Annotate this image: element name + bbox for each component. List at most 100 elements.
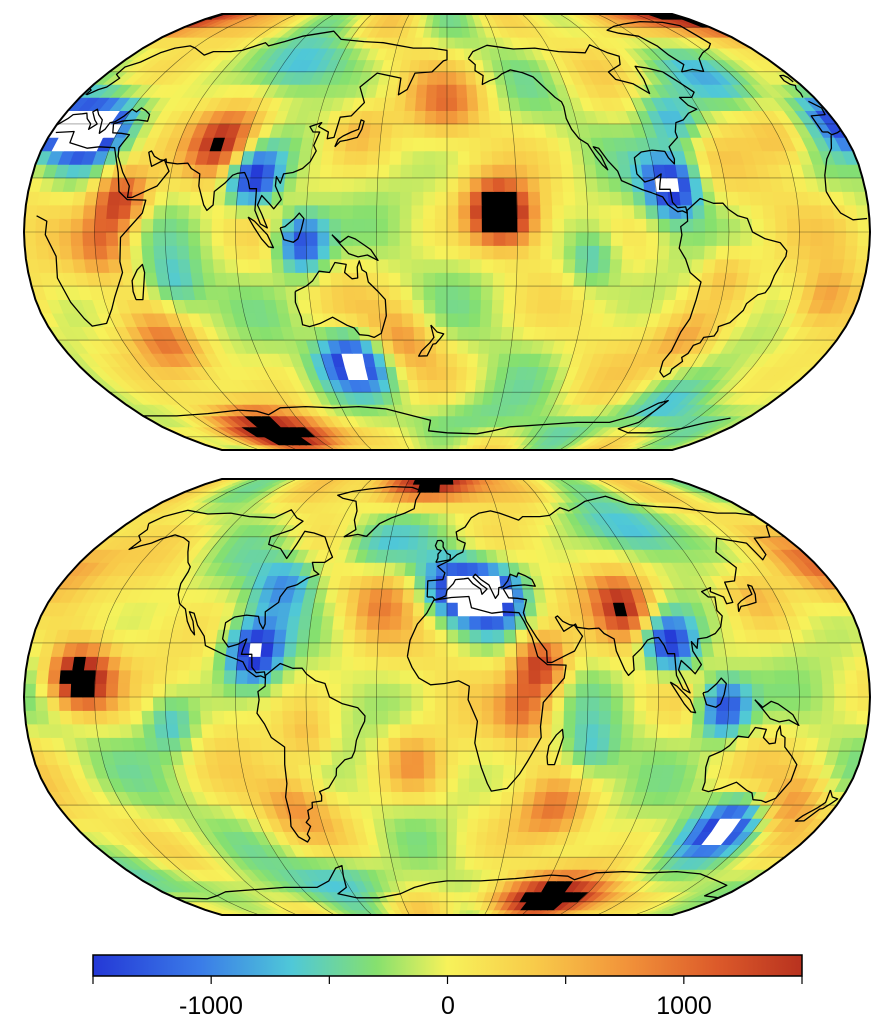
field-cell	[364, 683, 378, 698]
field-cell	[152, 231, 166, 246]
field-cell	[154, 723, 169, 738]
field-cell	[570, 764, 585, 779]
field-cell	[585, 272, 599, 287]
field-cell	[446, 299, 459, 314]
field-cell	[332, 615, 346, 630]
field-cell	[679, 656, 694, 671]
field-cell	[212, 656, 227, 671]
field-cell	[330, 272, 344, 287]
field-cell	[456, 97, 469, 111]
field-cell	[491, 764, 505, 779]
field-cell	[317, 204, 331, 219]
field-cell	[505, 696, 518, 711]
field-cell	[400, 642, 413, 657]
field-cell	[748, 258, 764, 273]
field-cell	[454, 512, 466, 526]
field-cell	[423, 163, 437, 179]
field-cell	[405, 366, 419, 381]
field-cell	[105, 683, 119, 698]
field-cell	[411, 177, 425, 192]
field-cell	[409, 391, 421, 405]
field-cell	[540, 669, 554, 684]
field-cell	[775, 218, 789, 233]
field-cell	[446, 177, 460, 192]
field-cell	[411, 245, 425, 260]
field-cell	[270, 231, 284, 246]
field-cell	[715, 245, 730, 260]
field-cell	[318, 737, 333, 752]
field-cell	[367, 777, 381, 792]
field-cell	[564, 14, 582, 20]
field-cell	[59, 710, 74, 725]
field-cell	[388, 737, 402, 752]
field-cell	[535, 136, 549, 152]
field-cell	[857, 218, 870, 233]
field-cell	[490, 312, 504, 328]
field-cell	[772, 191, 787, 206]
field-cell	[388, 177, 402, 192]
field-cell	[164, 218, 178, 233]
field-cell	[412, 14, 423, 20]
field-cell	[202, 177, 217, 192]
field-cell	[429, 36, 440, 49]
field-cell	[785, 204, 800, 219]
field-cell	[400, 764, 414, 779]
field-cell	[586, 710, 600, 725]
field-cell	[657, 710, 671, 725]
field-cell	[573, 737, 588, 752]
field-cell	[250, 750, 265, 765]
field-cell	[405, 84, 419, 98]
field-cell	[528, 710, 542, 725]
field-cell	[423, 750, 437, 765]
field-cell	[562, 258, 577, 273]
field-cell	[480, 629, 494, 644]
field-cell	[308, 163, 322, 179]
field-cell	[306, 258, 320, 273]
field-cell	[446, 588, 459, 603]
field-cell	[329, 204, 343, 219]
field-cell	[223, 218, 237, 233]
field-cell	[585, 737, 599, 752]
field-cell	[505, 669, 518, 684]
field-cell	[403, 339, 416, 354]
field-cell	[282, 191, 297, 206]
field-cell	[560, 285, 575, 301]
field-cell	[423, 231, 436, 246]
field-cell	[536, 764, 551, 779]
field-cell	[467, 804, 480, 819]
field-cell	[331, 14, 349, 20]
field-cell	[227, 629, 242, 644]
field-cell	[511, 326, 525, 341]
field-cell	[294, 245, 308, 260]
field-cell	[539, 191, 553, 206]
field-cell	[704, 696, 718, 711]
field-cell	[832, 669, 847, 684]
field-cell	[552, 231, 565, 246]
field-cell	[435, 804, 448, 819]
field-cell	[810, 231, 824, 246]
field-cell	[94, 696, 108, 711]
field-cell	[457, 764, 471, 779]
field-cell	[312, 14, 330, 20]
field-cell	[330, 737, 344, 752]
field-cell	[411, 204, 425, 219]
field-cell	[748, 656, 764, 671]
field-cell	[423, 683, 436, 698]
field-cell	[190, 642, 206, 657]
field-cell	[351, 14, 367, 20]
field-cell	[575, 683, 589, 698]
field-cell	[352, 191, 367, 206]
field-cell	[832, 245, 847, 260]
field-cell	[435, 163, 448, 179]
field-cell	[436, 84, 448, 98]
field-cell	[493, 218, 507, 233]
field-cell	[809, 245, 823, 260]
field-cell	[640, 14, 663, 20]
field-cell	[514, 14, 529, 20]
field-cell	[426, 84, 438, 98]
field-cell	[235, 696, 248, 711]
field-cell	[305, 204, 319, 219]
field-cell	[399, 231, 413, 246]
field-cell	[248, 272, 263, 287]
